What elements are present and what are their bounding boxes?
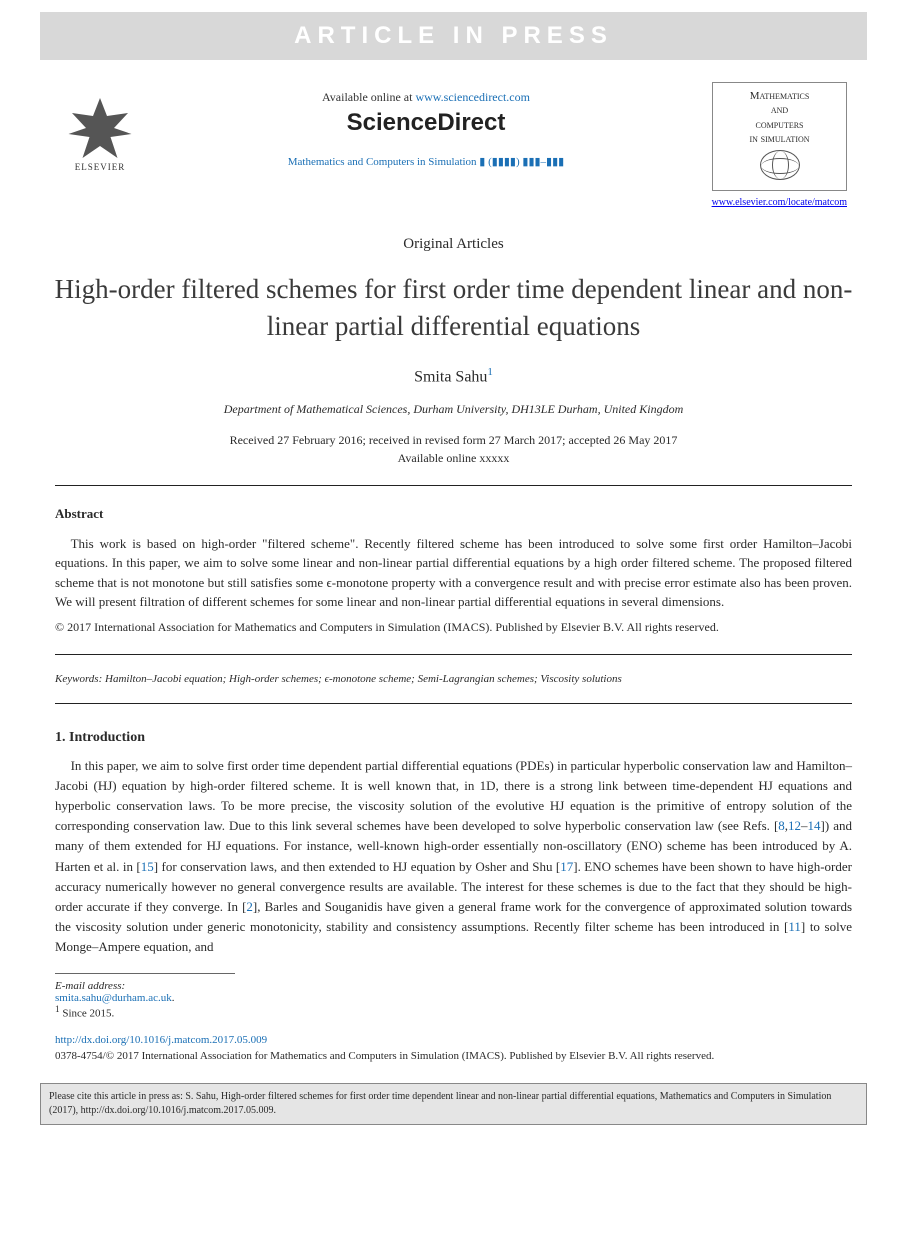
intro-text-5: ] for conservation laws, and then extend… <box>154 859 561 874</box>
sciencedirect-brand: ScienceDirect <box>140 109 712 137</box>
center-header: Available online at www.sciencedirect.co… <box>140 82 712 170</box>
article-in-press-banner: ARTICLE IN PRESS <box>40 12 867 60</box>
author-name: Smita Sahu <box>414 368 487 385</box>
rule-top <box>55 485 852 486</box>
journal-box-line4: in simulation <box>717 132 842 146</box>
ref-14[interactable]: 14 <box>808 818 821 833</box>
article-dates: Received 27 February 2016; received in r… <box>0 431 907 467</box>
issn-copyright: 0378-4754/© 2017 International Associati… <box>55 1050 714 1062</box>
section-1-heading: 1. Introduction <box>55 730 852 746</box>
journal-cover-box: Mathematics and computers in simulation <box>712 82 847 191</box>
email-link[interactable]: smita.sahu@durham.ac.uk <box>55 992 172 1004</box>
ref-12[interactable]: 12 <box>788 818 801 833</box>
abstract-copyright: © 2017 International Association for Mat… <box>55 618 852 636</box>
doi-link[interactable]: http://dx.doi.org/10.1016/j.matcom.2017.… <box>55 1034 267 1046</box>
introduction-paragraph: In this paper, we aim to solve first ord… <box>55 756 852 957</box>
abstract-text: This work is based on high-order "filter… <box>55 534 852 612</box>
author-footnote-marker[interactable]: 1 <box>487 366 493 378</box>
journal-box-line2: and <box>717 103 842 117</box>
abstract-block: Abstract This work is based on high-orde… <box>55 504 852 636</box>
available-online-line: Available online at www.sciencedirect.co… <box>140 90 712 105</box>
journal-box-line1: Mathematics <box>717 89 842 103</box>
footnotes-rule-block: E-mail address: smita.sahu@durham.ac.uk. <box>55 973 235 1004</box>
cite-this-article-box: Please cite this article in press as: S.… <box>40 1083 867 1125</box>
available-prefix: Available online at <box>322 90 415 104</box>
journal-cover-box-wrapper: Mathematics and computers in simulation <box>712 82 847 191</box>
article-title: High-order filtered schemes for first or… <box>50 271 857 344</box>
footnote-1: 1 Since 2015. <box>55 1004 852 1020</box>
ref-17[interactable]: 17 <box>560 859 573 874</box>
rule-bottom <box>55 703 852 704</box>
affiliation: Department of Mathematical Sciences, Dur… <box>0 402 907 417</box>
globe-icon <box>760 150 800 180</box>
elsevier-tree-icon <box>65 98 135 158</box>
rule-mid <box>55 654 852 655</box>
abstract-heading: Abstract <box>55 504 852 524</box>
dates-available: Available online xxxxx <box>0 449 907 467</box>
elsevier-logo: ELSEVIER <box>60 82 140 172</box>
keywords-line: Keywords: Hamilton–Jacobi equation; High… <box>55 673 852 685</box>
header-row: ELSEVIER Available online at www.science… <box>0 72 907 191</box>
email-suffix: . <box>172 992 175 1004</box>
email-label: E-mail address: <box>55 980 125 992</box>
intro-text-1: In this paper, we aim to solve first ord… <box>55 758 852 833</box>
journal-url: www.elsevier.com/locate/matcom <box>0 197 907 208</box>
keywords-text: Hamilton–Jacobi equation; High-order sch… <box>102 673 622 685</box>
journal-url-link[interactable]: www.elsevier.com/locate/matcom <box>712 197 847 208</box>
journal-reference-link[interactable]: Mathematics and Computers in Simulation … <box>288 155 564 168</box>
elsevier-label: ELSEVIER <box>75 162 126 172</box>
author-line: Smita Sahu1 <box>0 366 907 386</box>
sciencedirect-url-link[interactable]: www.sciencedirect.com <box>415 90 530 104</box>
ref-15[interactable]: 15 <box>141 859 154 874</box>
dates-received: Received 27 February 2016; received in r… <box>0 431 907 449</box>
ref-11[interactable]: 11 <box>788 919 801 934</box>
doi-block: http://dx.doi.org/10.1016/j.matcom.2017.… <box>55 1032 852 1065</box>
keywords-label: Keywords: <box>55 673 102 685</box>
article-type: Original Articles <box>0 236 907 253</box>
journal-box-line3: computers <box>717 118 842 132</box>
footnote-1-text: Since 2015. <box>60 1008 115 1020</box>
